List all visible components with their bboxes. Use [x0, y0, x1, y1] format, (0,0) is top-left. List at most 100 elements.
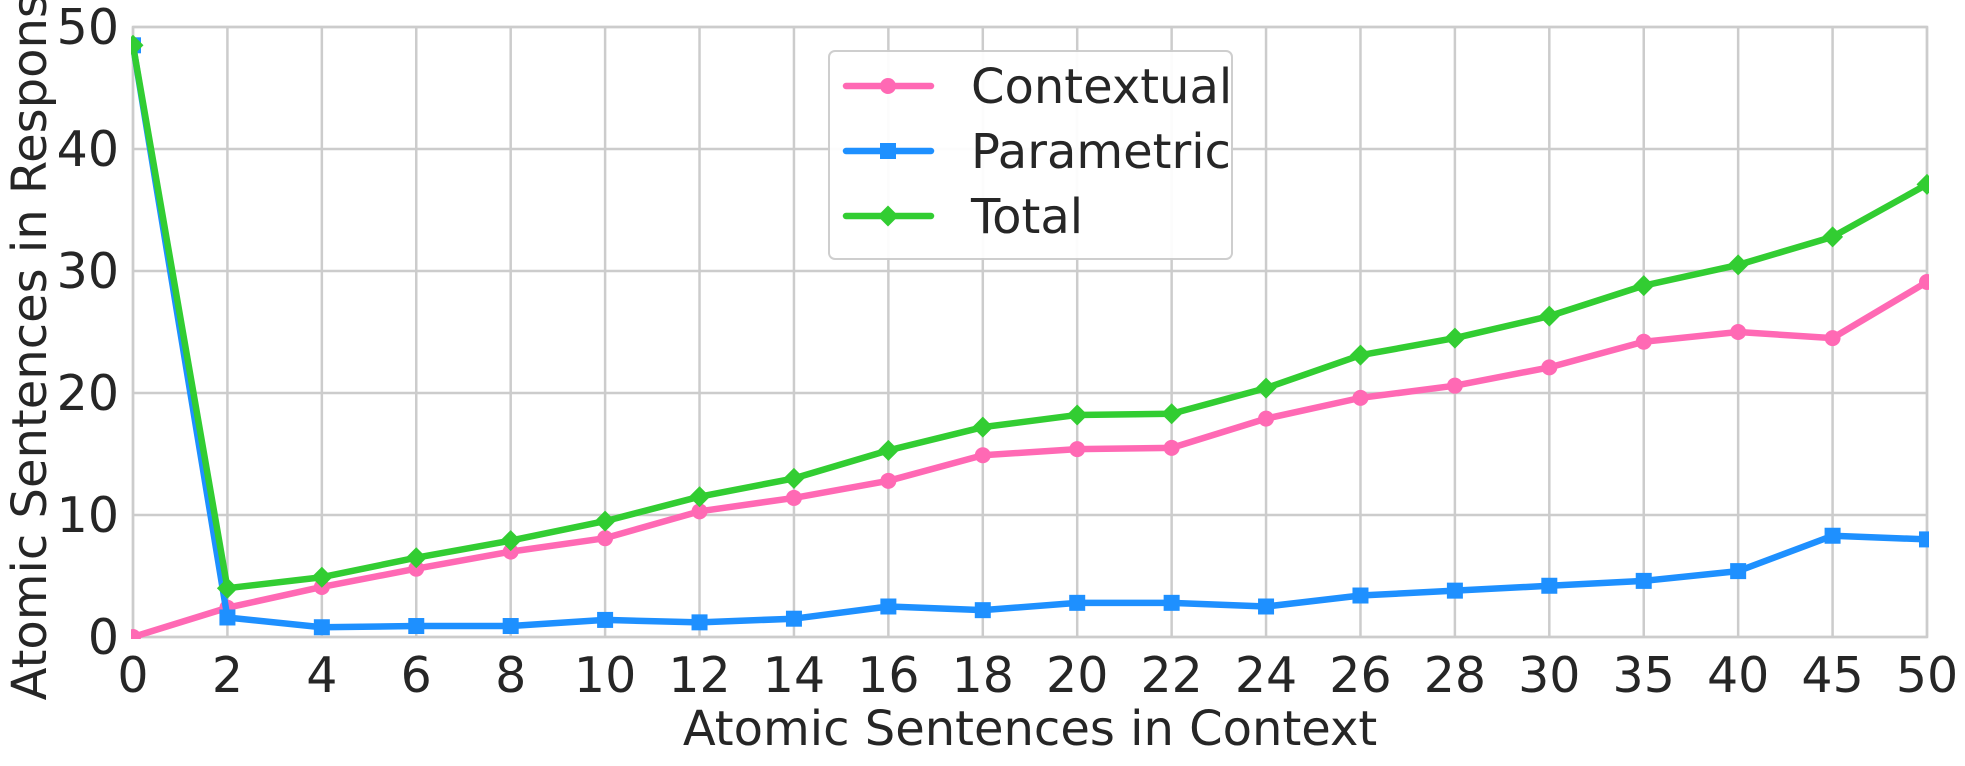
parametric-point — [880, 598, 897, 615]
x-tick-label: 35 — [1613, 647, 1675, 704]
total-point — [311, 566, 333, 588]
x-tick-label: 24 — [1235, 647, 1297, 704]
legend-marker-total — [877, 205, 899, 227]
x-tick-label: 45 — [1801, 647, 1863, 704]
parametric-point — [785, 610, 802, 627]
x-tick-label: 0 — [117, 647, 148, 704]
y-tick-label: 30 — [57, 243, 119, 300]
series-total — [131, 34, 1929, 599]
parametric-line — [131, 42, 1929, 631]
contextual-point — [974, 447, 991, 464]
contextual-point — [1824, 330, 1841, 347]
contextual-point — [597, 530, 614, 547]
parametric-point — [1919, 531, 1929, 548]
x-tick-label: 8 — [495, 647, 526, 704]
contextual-point — [880, 472, 897, 489]
contextual-point — [502, 543, 519, 560]
contextual-point — [785, 489, 802, 506]
parametric-point — [1824, 527, 1841, 544]
legend-item-contextual: Contextual — [842, 59, 1232, 115]
contextual-point — [1635, 333, 1652, 350]
parametric-point — [219, 609, 236, 626]
legend-item-total: Total — [842, 189, 1083, 245]
total-point — [405, 547, 427, 569]
total-point — [877, 439, 899, 461]
total-point — [972, 416, 994, 438]
total-point — [1916, 173, 1929, 195]
x-tick-label: 22 — [1140, 647, 1202, 704]
series-layer — [131, 34, 1929, 639]
parametric-point — [502, 618, 519, 635]
x-tick-label: 12 — [668, 647, 730, 704]
x-tick-label: 50 — [1896, 647, 1958, 704]
parametric-point — [597, 611, 614, 628]
contextual-point — [1352, 389, 1369, 406]
parametric-point — [408, 618, 425, 635]
total-point — [131, 34, 144, 56]
total-point — [1255, 377, 1277, 399]
x-tick-label: 20 — [1046, 647, 1108, 704]
total-point — [1444, 327, 1466, 349]
contextual-point — [1163, 439, 1180, 456]
parametric-point — [1352, 587, 1369, 604]
parametric-point — [691, 614, 708, 631]
total-point — [1633, 275, 1655, 297]
total-point — [783, 467, 805, 489]
total-point — [689, 486, 711, 508]
parametric-point — [1730, 563, 1747, 580]
contextual-point — [1258, 410, 1275, 427]
total-point — [1822, 226, 1844, 248]
contextual-point — [1069, 441, 1086, 458]
legend-label-parametric: Parametric — [971, 124, 1231, 180]
contextual-point — [1730, 324, 1747, 340]
y-tick-label: 50 — [57, 0, 119, 56]
legend-marker-parametric — [880, 143, 896, 159]
x-tick-label: 6 — [401, 647, 432, 704]
parametric-point — [1446, 582, 1463, 599]
parametric-point — [313, 619, 330, 636]
total-point — [1538, 305, 1560, 327]
parametric-point — [1635, 572, 1652, 589]
legend-label-total: Total — [970, 189, 1083, 245]
plot-frame — [131, 25, 1929, 639]
x-tick-label: 4 — [306, 647, 337, 704]
contextual-point — [691, 503, 708, 520]
total-point — [594, 510, 616, 532]
y-tick-label: 0 — [88, 609, 119, 666]
parametric-point — [974, 602, 991, 619]
total-point — [1727, 254, 1749, 276]
x-tick-label: 16 — [857, 647, 919, 704]
parametric-point — [1163, 594, 1180, 611]
total-point — [500, 530, 522, 552]
x-axis-label: Atomic Sentences in Context — [683, 701, 1377, 757]
total-point — [1161, 403, 1183, 425]
contextual-point — [408, 560, 425, 577]
x-tick-label: 30 — [1518, 647, 1580, 704]
x-tick-label: 14 — [763, 647, 825, 704]
x-tick-label: 28 — [1424, 647, 1486, 704]
contextual-point — [1446, 377, 1463, 394]
y-tick-label: 10 — [57, 487, 119, 544]
legend-label-contextual: Contextual — [971, 59, 1232, 115]
x-tick-labels: 0 2 4 6 8 10 12 14 16 18 20 22 24 26 28 30 35 40 45 50 — [117, 647, 1958, 704]
y-axis-label: Atomic Sentences in Response — [2, 0, 58, 700]
total-line — [131, 42, 1929, 592]
total-point — [1349, 344, 1371, 366]
legend-box — [828, 50, 1233, 260]
x-tick-label: 18 — [952, 647, 1014, 704]
parametric-point — [1258, 598, 1275, 615]
x-tick-label: 10 — [574, 647, 636, 704]
y-tick-label: 40 — [57, 121, 119, 178]
legend: Contextual Parametric Total — [828, 50, 1233, 260]
contextual-point — [1919, 273, 1929, 290]
contextual-point — [1541, 359, 1558, 376]
total-point — [1066, 404, 1088, 426]
parametric-point — [1541, 577, 1558, 594]
series-parametric — [131, 37, 1929, 636]
legend-item-parametric: Parametric — [842, 124, 1231, 180]
x-tick-label: 26 — [1329, 647, 1391, 704]
x-tick-label: 2 — [212, 647, 243, 704]
contextual-line — [131, 278, 1929, 639]
y-tick-label: 20 — [57, 365, 119, 422]
